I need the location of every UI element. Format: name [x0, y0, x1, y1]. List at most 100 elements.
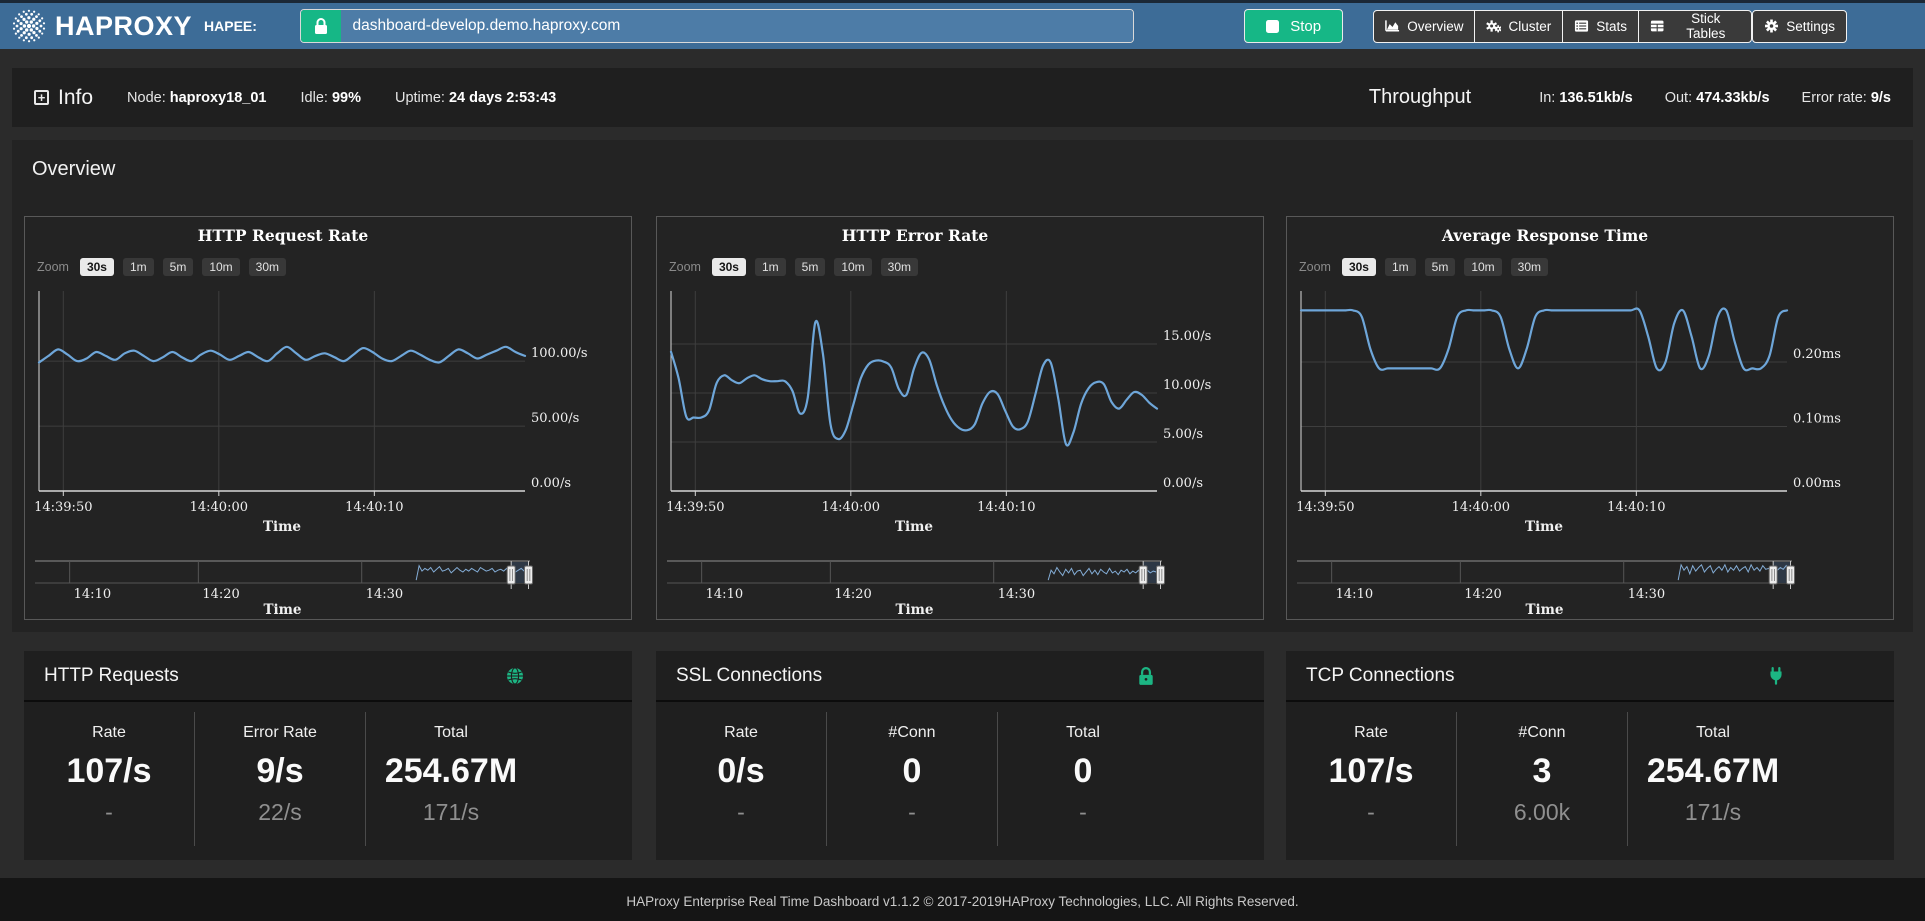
stat-rate: Rate 107/s -: [1286, 712, 1457, 846]
svg-text:14:40:10: 14:40:10: [977, 500, 1035, 515]
svg-text:14:20: 14:20: [202, 587, 239, 602]
range-handle-left[interactable]: [1768, 565, 1778, 585]
zoom-label: Zoom: [1299, 260, 1331, 274]
nav-cluster-label: Cluster: [1508, 18, 1552, 34]
nav-stick-tables-button[interactable]: Stick Tables: [1638, 9, 1753, 43]
range-handle-right[interactable]: [1786, 565, 1796, 585]
zoom-option-30m[interactable]: 30m: [248, 258, 287, 276]
zoom-controls: Zoom 30s 1m 5m 10m 30m: [37, 258, 287, 276]
http-requests-card: HTTP Requests Rate 107/s - Error Rate 9/…: [24, 651, 632, 860]
info-toggle[interactable]: + Info: [34, 86, 93, 110]
zoom-option-1m[interactable]: 1m: [1384, 258, 1416, 276]
range-handle-left[interactable]: [1138, 565, 1148, 585]
card-title: HTTP Requests: [44, 664, 179, 686]
stat-total: Total 254.67M 171/s: [384, 724, 518, 825]
svg-text:14:30: 14:30: [1628, 587, 1665, 602]
stop-button[interactable]: Stop: [1244, 9, 1344, 43]
zoom-label: Zoom: [669, 260, 701, 274]
chart-svg: 100.00/s 50.00/s 0.00/s 14:39:50 14:40:00 14:…: [34, 291, 588, 535]
zoom-option-1m[interactable]: 1m: [122, 258, 154, 276]
stat-conn: #Conn 3 6.00k: [1457, 712, 1628, 846]
svg-text:14:40:00: 14:40:00: [1452, 500, 1510, 515]
stat-conn: #Conn 0 -: [827, 712, 998, 846]
chart-range-selector[interactable]: 14:10 14:20 14:30 Time: [1287, 555, 1883, 622]
http-error-rate-chart-panel: HTTP Error Rate Zoom 30s 1m 5m 10m 30m 15.00/…: [656, 216, 1264, 620]
http-request-rate-chart-panel: HTTP Request Rate Zoom 30s 1m 5m 10m 30m 100.…: [24, 216, 632, 620]
zoom-option-1m[interactable]: 1m: [754, 258, 786, 276]
lock-button[interactable]: [300, 10, 341, 42]
svg-text:50.00/s: 50.00/s: [531, 411, 579, 426]
zoom-option-5m[interactable]: 5m: [1424, 258, 1456, 276]
stop-button-label: Stop: [1290, 17, 1322, 35]
info-label: Info: [58, 85, 94, 109]
chart-plot[interactable]: 15.00/s 10.00/s 5.00/s 0.00/s 14:39:50 14:40:…: [657, 283, 1253, 540]
settings-label: Settings: [1786, 18, 1836, 34]
card-title: TCP Connections: [1306, 664, 1455, 686]
svg-text:15.00/s: 15.00/s: [1163, 329, 1211, 344]
url-input[interactable]: [340, 10, 1134, 42]
zoom-option-30m[interactable]: 30m: [1510, 258, 1549, 276]
area-chart-icon: [1385, 20, 1400, 32]
svg-text:14:39:50: 14:39:50: [666, 500, 724, 515]
zoom-option-10m[interactable]: 10m: [202, 258, 240, 276]
svg-text:Time: Time: [1525, 519, 1563, 535]
stat-rate: Rate 107/s -: [24, 712, 195, 846]
zoom-option-10m[interactable]: 10m: [834, 258, 872, 276]
chart-range-selector[interactable]: 14:10 14:20 14:30 Time: [25, 555, 621, 622]
url-input-group: [299, 9, 1135, 43]
chart-plot[interactable]: 100.00/s 50.00/s 0.00/s 14:39:50 14:40:00 14:…: [25, 283, 621, 540]
chart-range-selector[interactable]: 14:10 14:20 14:30 Time: [657, 555, 1253, 622]
gears-icon: [1486, 20, 1502, 33]
expand-icon: +: [34, 90, 49, 105]
zoom-option-30s[interactable]: 30s: [79, 258, 114, 276]
zoom-option-5m[interactable]: 5m: [162, 258, 194, 276]
nav-stats-label: Stats: [1596, 18, 1627, 34]
svg-text:Time: Time: [895, 602, 933, 617]
svg-text:Time: Time: [263, 602, 301, 617]
nav-stats-button[interactable]: Stats: [1562, 9, 1639, 43]
throughput-title: Throughput: [1368, 86, 1472, 108]
svg-text:14:40:00: 14:40:00: [190, 500, 248, 515]
svg-text:0.20ms: 0.20ms: [1793, 347, 1841, 362]
nav-cluster-button[interactable]: Cluster: [1474, 9, 1564, 43]
zoom-label: Zoom: [37, 260, 69, 274]
zoom-option-30s[interactable]: 30s: [711, 258, 746, 276]
svg-text:5.00/s: 5.00/s: [1163, 427, 1203, 442]
svg-text:0.00ms: 0.00ms: [1793, 476, 1841, 491]
chart-title: HTTP Request Rate: [197, 226, 369, 245]
tcp-connections-card: TCP Connections Rate 107/s - #Conn 3 6.0…: [1286, 651, 1894, 860]
footer-bar: HAProxy Enterprise Real Time Dashboard v…: [0, 878, 1925, 921]
nav-overview-button[interactable]: Overview: [1373, 9, 1476, 43]
zoom-controls: Zoom 30s 1m 5m 10m 30m: [1299, 258, 1549, 276]
node-info: Node: haproxy18_01: [127, 89, 267, 106]
range-handle-left[interactable]: [506, 565, 516, 585]
svg-text:100.00/s: 100.00/s: [531, 346, 588, 361]
svg-text:14:20: 14:20: [834, 587, 871, 602]
stat-rate: Rate 0/s -: [656, 712, 827, 846]
settings-button[interactable]: Settings: [1752, 9, 1848, 43]
idle-info: Idle: 99%: [300, 89, 361, 106]
zoom-option-30s[interactable]: 30s: [1341, 258, 1376, 276]
zoom-controls: Zoom 30s 1m 5m 10m 30m: [669, 258, 919, 276]
range-handle-right[interactable]: [1156, 565, 1166, 585]
haproxy-logo-icon: [12, 9, 46, 43]
throughput-in: In: 136.51kb/s: [1539, 89, 1633, 106]
zoom-option-5m[interactable]: 5m: [794, 258, 826, 276]
svg-text:Time: Time: [263, 519, 301, 535]
overview-title: Overview: [32, 158, 116, 180]
chart-svg: 0.20ms 0.10ms 0.00ms 14:39:50 14:40:00 14:40:…: [1296, 291, 1841, 535]
stat-error-rate: Error Rate 9/s 22/s: [195, 712, 366, 846]
overview-section: Overview HTTP Request Rate Zoom 30s 1m 5m 10…: [12, 140, 1913, 632]
stat-total: Total 254.67M 171/s: [1646, 724, 1780, 825]
svg-text:14:30: 14:30: [366, 587, 403, 602]
svg-text:Time: Time: [895, 519, 933, 535]
range-selector-svg: 14:10 14:20 14:30 Time: [1297, 560, 1796, 618]
range-handle-right[interactable]: [524, 565, 534, 585]
average-response-time-chart-panel: Average Response Time Zoom 30s 1m 5m 10m 30m …: [1286, 216, 1894, 620]
lock-icon: [314, 17, 327, 34]
svg-text:0.00/s: 0.00/s: [1163, 476, 1203, 491]
zoom-option-30m[interactable]: 30m: [880, 258, 919, 276]
svg-text:14:40:00: 14:40:00: [822, 500, 880, 515]
zoom-option-10m[interactable]: 10m: [1464, 258, 1502, 276]
chart-plot[interactable]: 0.20ms 0.10ms 0.00ms 14:39:50 14:40:00 14:40:…: [1287, 283, 1883, 540]
